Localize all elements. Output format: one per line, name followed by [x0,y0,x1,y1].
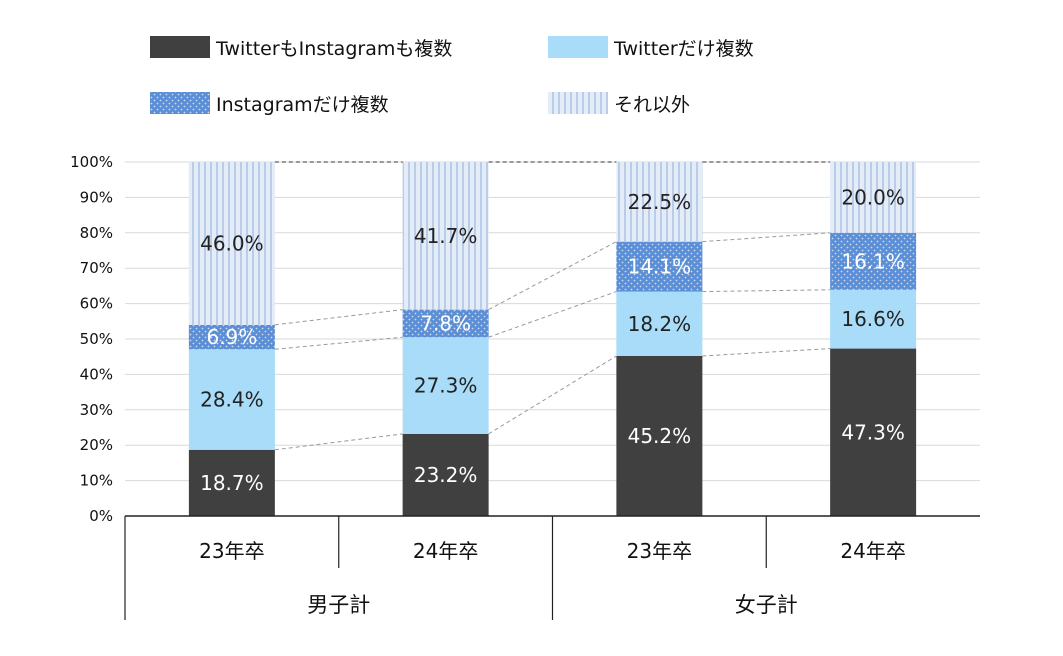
y-axis: 0% 10% 20% 30% 40% 50% 60% 70% 80% 90% 100% [70,153,113,525]
connector-line [488,355,617,435]
data-label: 18.2% [628,312,692,336]
bar-segment [616,291,703,356]
bar-segment [830,232,917,290]
bar-segment [402,433,489,516]
x-group-label: 女子計 [735,593,798,617]
bar-segment [616,162,703,242]
data-label: 16.6% [841,307,905,331]
legend: TwitterもInstagramも複数 Twitterだけ複数 Instagram… [150,36,754,116]
legend-label-3: Instagramだけ複数 [216,94,389,116]
y-tick-label: 60% [80,295,113,313]
data-label: 46.0% [200,231,264,255]
data-label: 28.4% [200,388,264,412]
connector-line [274,309,403,326]
bar-segment [402,337,489,434]
legend-label-4: それ以外 [614,94,690,116]
data-label: 18.7% [200,471,264,495]
data-label: 23.2% [414,463,478,487]
y-tick-label: 50% [80,330,113,348]
x-category-label: 24年卒 [413,539,478,563]
data-label: 20.0% [841,185,905,209]
y-tick-label: 70% [80,259,113,277]
data-label: 27.3% [414,374,478,398]
bar-segment [616,355,703,516]
y-tick-label: 30% [80,401,113,419]
legend-swatch-4 [548,92,608,114]
data-labels: 18.7% 28.4% 6.9% 46.0% 23.2% 27.3% 7.8% 41.7% 45… [200,185,905,495]
y-tick-label: 40% [80,365,113,383]
legend-swatch-1 [150,36,210,58]
bar-segment [188,162,275,325]
connector-line [702,289,831,293]
bars [188,162,917,516]
x-group-label: 男子計 [307,593,370,617]
connector-line [702,348,831,357]
y-tick-label: 10% [80,472,113,490]
connector-line [488,241,617,311]
data-label: 7.8% [420,311,471,335]
y-tick-label: 80% [80,224,113,242]
y-tick-label: 20% [80,436,113,454]
data-label: 47.3% [841,420,905,444]
data-label: 6.9% [206,325,257,349]
bar-segment [402,162,489,310]
bar-segment [402,309,489,338]
data-label: 41.7% [414,224,478,248]
bar-segment [188,349,275,450]
bar-segment [830,162,917,233]
bar-segment [188,449,275,516]
series-connectors [274,161,831,451]
bar-segment [830,348,917,516]
x-category-label: 23年卒 [627,539,692,563]
data-label: 22.5% [628,190,692,214]
legend-swatch-3 [150,92,210,114]
x-category-label: 24年卒 [840,539,905,563]
bar-segment [616,241,703,292]
y-tick-label: 90% [80,188,113,206]
data-label: 14.1% [628,255,692,279]
legend-swatch-2 [548,36,608,58]
connector-line [274,336,403,350]
connector-line [488,291,617,338]
data-label: 16.1% [841,249,905,273]
x-category-label: 23年卒 [199,539,264,563]
y-tick-label: 100% [70,153,113,171]
data-label: 45.2% [628,424,692,448]
legend-label-1: TwitterもInstagramも複数 [215,38,452,60]
bar-segment [830,289,917,349]
connector-line [274,433,403,451]
legend-label-2: Twitterだけ複数 [613,38,754,60]
connector-line [702,232,831,243]
y-tick-label: 0% [89,507,113,525]
bar-segment [188,324,275,350]
